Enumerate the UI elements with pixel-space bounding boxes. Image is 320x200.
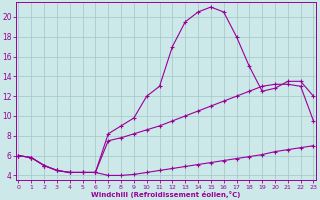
X-axis label: Windchill (Refroidissement éolien,°C): Windchill (Refroidissement éolien,°C)	[91, 191, 241, 198]
